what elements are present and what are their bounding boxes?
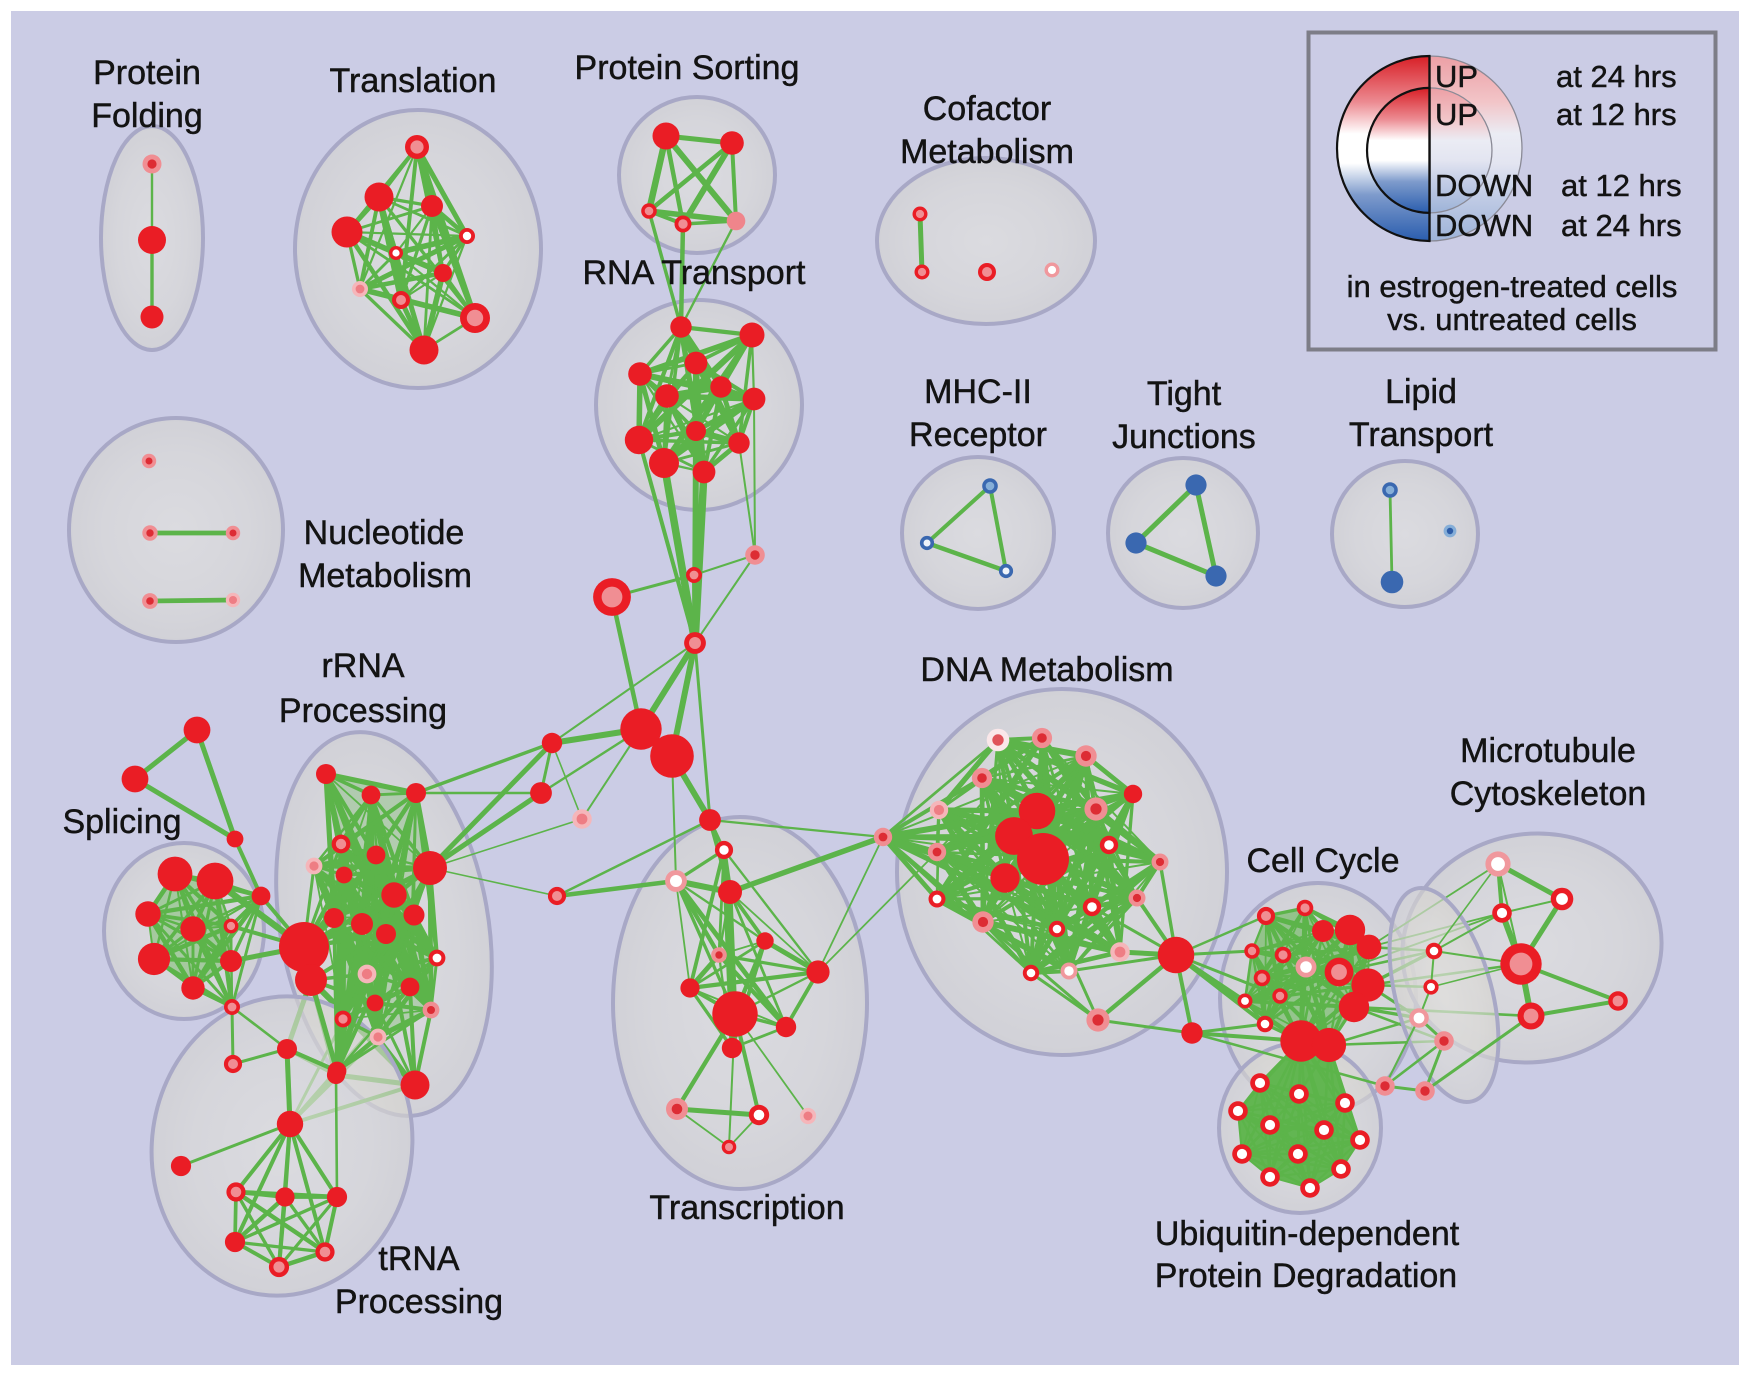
svg-text:Junctions: Junctions: [1112, 418, 1256, 456]
svg-text:Processing: Processing: [279, 692, 447, 730]
svg-text:DNA Metabolism: DNA Metabolism: [920, 651, 1173, 689]
svg-text:Transport: Transport: [1349, 416, 1494, 454]
svg-text:Splicing: Splicing: [62, 803, 181, 841]
svg-text:tRNA: tRNA: [378, 1240, 460, 1278]
svg-text:UP: UP: [1435, 97, 1478, 132]
svg-text:Protein: Protein: [93, 54, 201, 92]
svg-text:Processing: Processing: [335, 1283, 503, 1321]
svg-text:at 24 hrs: at 24 hrs: [1556, 59, 1677, 94]
svg-text:vs. untreated cells: vs. untreated cells: [1387, 302, 1637, 337]
svg-text:Protein Degradation: Protein Degradation: [1155, 1257, 1457, 1295]
svg-text:rRNA: rRNA: [321, 647, 404, 685]
svg-text:Cytoskeleton: Cytoskeleton: [1450, 775, 1647, 813]
svg-text:Lipid: Lipid: [1385, 373, 1457, 411]
svg-text:Nucleotide: Nucleotide: [304, 514, 465, 552]
svg-text:Cofactor: Cofactor: [923, 90, 1052, 128]
svg-text:DOWN: DOWN: [1435, 168, 1533, 203]
svg-text:Ubiquitin-dependent: Ubiquitin-dependent: [1155, 1215, 1460, 1253]
svg-text:Transcription: Transcription: [649, 1189, 844, 1227]
svg-text:Microtubule: Microtubule: [1460, 732, 1636, 770]
svg-text:at 24 hrs: at 24 hrs: [1561, 208, 1682, 243]
svg-text:RNA Transport: RNA Transport: [583, 254, 807, 292]
svg-text:Translation: Translation: [330, 62, 497, 100]
svg-text:Folding: Folding: [91, 97, 203, 135]
svg-text:at 12 hrs: at 12 hrs: [1561, 168, 1682, 203]
svg-text:Receptor: Receptor: [909, 416, 1047, 454]
svg-text:Tight: Tight: [1147, 375, 1222, 413]
svg-text:DOWN: DOWN: [1435, 208, 1533, 243]
svg-text:Cell Cycle: Cell Cycle: [1246, 842, 1399, 880]
svg-text:at 12 hrs: at 12 hrs: [1556, 97, 1677, 132]
svg-text:Metabolism: Metabolism: [900, 133, 1074, 171]
svg-text:Metabolism: Metabolism: [298, 557, 472, 595]
svg-text:Protein Sorting: Protein Sorting: [575, 49, 800, 87]
svg-text:MHC-II: MHC-II: [924, 373, 1032, 411]
svg-text:in estrogen-treated cells: in estrogen-treated cells: [1347, 269, 1678, 304]
svg-text:UP: UP: [1435, 59, 1478, 94]
